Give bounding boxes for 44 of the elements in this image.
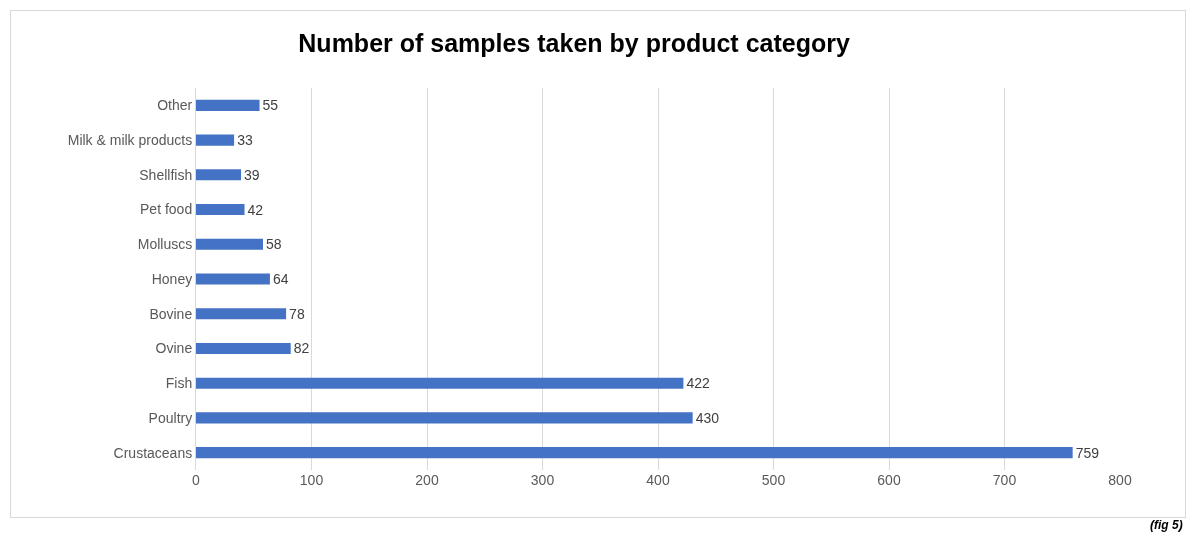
- x-tick-label: 400: [646, 472, 670, 488]
- data-label: 422: [686, 375, 710, 392]
- x-tick-label: 0: [192, 472, 201, 488]
- y-tick-label: Other: [157, 97, 193, 114]
- y-tick-label: Ovine: [155, 340, 193, 357]
- y-tick-label: Molluscs: [137, 236, 193, 253]
- x-tick-label: 500: [761, 472, 786, 488]
- text: (fig 5): [1150, 518, 1183, 532]
- bar: [196, 308, 287, 320]
- y-tick-label: Fish: [165, 375, 193, 392]
- bar: [196, 99, 260, 111]
- data-label: 39: [244, 166, 260, 183]
- x-tick-label: 100: [299, 472, 324, 488]
- x-tick-label: 800: [1108, 472, 1132, 488]
- bar: [196, 447, 1073, 459]
- chart-title: Number of samples taken by product category: [298, 28, 850, 57]
- data-label: 759: [1075, 444, 1100, 461]
- y-tick-label: Bovine: [149, 305, 193, 322]
- x-tick-label: 300: [530, 472, 555, 488]
- x-tick-label: 600: [877, 472, 901, 488]
- x-tick-label: 200: [415, 472, 439, 488]
- bar: [196, 203, 245, 216]
- data-label: 55: [262, 97, 279, 114]
- bar: [196, 412, 693, 424]
- y-tick-label: Milk & milk products: [67, 131, 193, 148]
- bar: [196, 377, 684, 389]
- data-label: 64: [272, 271, 289, 287]
- data-label: 33: [237, 132, 253, 149]
- y-tick-label: Honey: [151, 270, 193, 287]
- bar: [196, 273, 270, 285]
- data-label: 42: [247, 201, 264, 218]
- data-label: 430: [695, 409, 720, 426]
- bar: [196, 238, 263, 250]
- bar: [196, 134, 235, 146]
- y-tick-label: Pet food: [140, 201, 193, 218]
- y-tick-label: Shellfish: [139, 166, 193, 183]
- bar: [196, 169, 242, 181]
- data-label: 82: [293, 340, 310, 357]
- data-label: 58: [265, 236, 282, 253]
- y-tick-label: Crustaceans: [113, 444, 193, 461]
- data-label: 78: [289, 305, 305, 322]
- x-tick-label: 700: [992, 472, 1017, 488]
- y-tick-label: Poultry: [148, 409, 193, 426]
- bar: [196, 342, 291, 355]
